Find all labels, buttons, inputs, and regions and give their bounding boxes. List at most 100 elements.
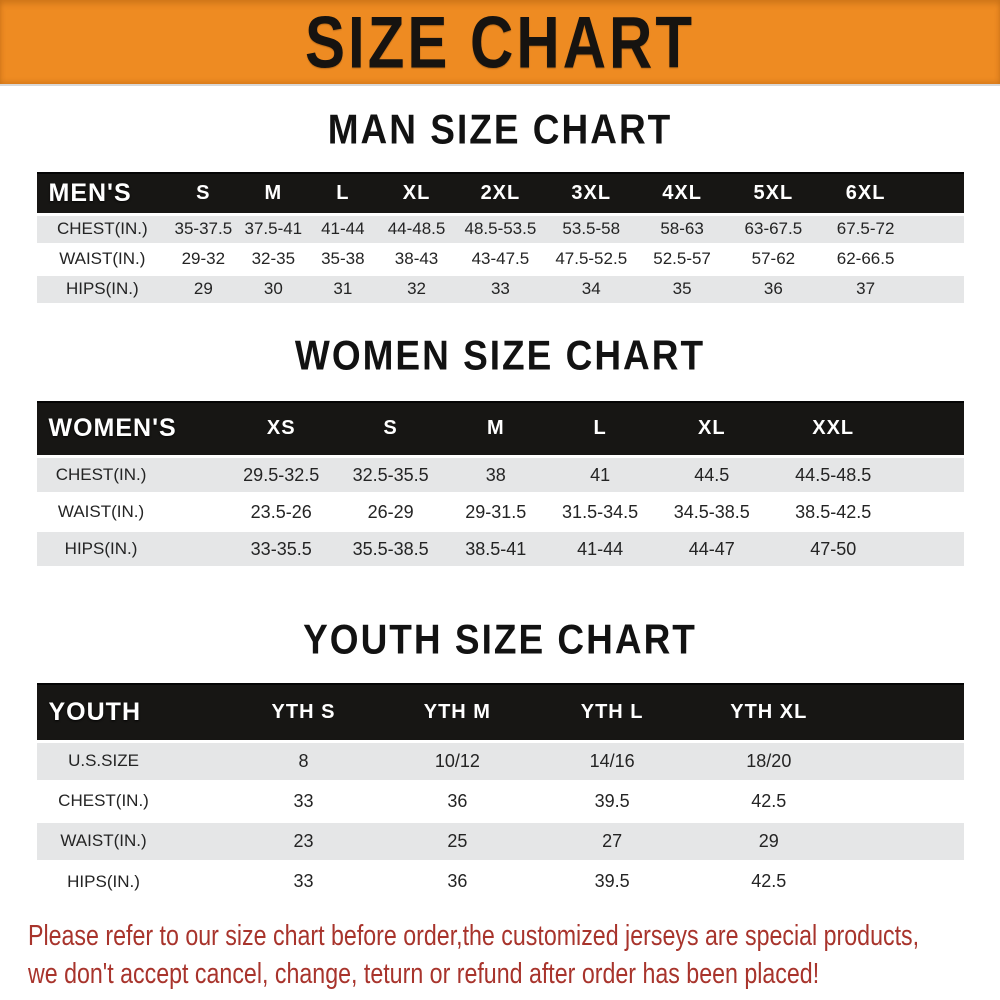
table-cell: 32.5-35.5: [336, 455, 445, 495]
table-cell: 44-48.5: [377, 212, 456, 246]
table-cell: 47.5-52.5: [545, 244, 638, 274]
table-cell: 29: [690, 819, 848, 863]
table-cell: 29-32: [168, 244, 239, 274]
table-cell: 26-29: [336, 493, 445, 531]
women-size-table-slot: WOMEN'S XS S M L XL XXL CHEST(IN.) 29.5-32.5 32.5…: [0, 400, 1000, 569]
table-cell: 27: [534, 819, 691, 863]
row-spacer: [895, 529, 964, 569]
youth-section-title: YOUTH SIZE CHART: [303, 616, 697, 663]
table-cell: 35-38: [308, 244, 378, 274]
column-header: XXL: [770, 400, 896, 458]
table-cell: 29: [168, 272, 239, 306]
table-cell: 23.5-26: [225, 493, 337, 531]
column-header: L: [308, 172, 378, 215]
section-women: WOMEN SIZE CHART WOMEN'S XS S M L XL XXL CHEST(…: [0, 333, 1000, 569]
column-header: XS: [225, 400, 337, 458]
table-header-label: MEN'S: [36, 172, 169, 215]
row-label: WAIST(IN.): [36, 819, 227, 863]
table-cell: 41-44: [547, 529, 653, 569]
column-header: 6XL: [819, 172, 912, 215]
table-cell: 32: [377, 272, 456, 306]
column-header: 2XL: [455, 172, 546, 215]
table-cell: 57-62: [727, 244, 820, 274]
table-header-row: WOMEN'S XS S M L XL XXL: [36, 400, 964, 458]
column-header: L: [547, 400, 653, 458]
column-header: XL: [652, 400, 771, 458]
disclaimer-line-1: Please refer to our size chart before or…: [28, 920, 920, 952]
table-cell: 38.5-41: [444, 529, 548, 569]
table-cell: 62-66.5: [819, 244, 912, 274]
table-cell: 35-37.5: [168, 212, 239, 246]
table-cell: 39.5: [534, 781, 691, 821]
table-row: U.S.SIZE 8 10/12 14/16 18/20: [36, 739, 964, 783]
table-cell: 42.5: [690, 861, 848, 901]
column-header: S: [336, 400, 445, 458]
column-header: XL: [377, 172, 456, 215]
row-spacer: [847, 739, 964, 783]
row-spacer: [847, 819, 964, 863]
row-label: CHEST(IN.): [36, 781, 227, 821]
row-label: WAIST(IN.): [36, 244, 169, 274]
table-cell: 47-50: [770, 529, 896, 569]
table-header-row: YOUTH YTH S YTH M YTH L YTH XL: [36, 683, 964, 742]
table-cell: 58-63: [637, 212, 728, 246]
table-row: CHEST(IN.) 35-37.5 37.5-41 41-44 44-48.5 48.5…: [36, 212, 964, 246]
table-cell: 39.5: [534, 861, 691, 901]
table-cell: 41-44: [308, 212, 378, 246]
table-cell: 25: [380, 819, 535, 863]
column-header: 4XL: [637, 172, 728, 215]
table-cell: 41: [547, 455, 653, 495]
column-header: YTH XL: [690, 683, 848, 742]
section-youth: YOUTH SIZE CHART YOUTH YTH S YTH M YTH L YTH…: [0, 616, 1000, 901]
row-spacer: [911, 212, 964, 246]
row-label: WAIST(IN.): [36, 493, 226, 531]
table-cell: 33: [226, 861, 381, 901]
table-cell: 29-31.5: [444, 493, 548, 531]
table-row: HIPS(IN.) 33 36 39.5 42.5: [36, 861, 964, 901]
table-cell: 67.5-72: [819, 212, 912, 246]
table-row: HIPS(IN.) 33-35.5 35.5-38.5 38.5-41 41-44 44-…: [36, 529, 964, 569]
table-header-label: YOUTH: [36, 683, 227, 742]
table-cell: 38: [444, 455, 548, 495]
table-row: WAIST(IN.) 29-32 32-35 35-38 38-43 43-47.5 47.…: [36, 244, 964, 274]
table-cell: 38-43: [377, 244, 456, 274]
table-cell: 44.5: [652, 455, 771, 495]
row-spacer: [847, 861, 964, 901]
row-spacer: [911, 244, 964, 274]
column-header: 3XL: [545, 172, 638, 215]
row-spacer: [895, 493, 964, 531]
table-cell: 38.5-42.5: [770, 493, 896, 531]
table-cell: 10/12: [380, 739, 535, 783]
row-spacer: [895, 455, 964, 495]
table-header-row: MEN'S S M L XL 2XL 3XL 4XL 5XL 6XL: [36, 172, 964, 215]
youth-size-table-slot: YOUTH YTH S YTH M YTH L YTH XL U.S.SIZE 8 10/12…: [0, 683, 1000, 901]
table-row: CHEST(IN.) 33 36 39.5 42.5: [36, 781, 964, 821]
section-men: MAN SIZE CHART MEN'S S M L XL 2XL 3XL 4XL 5XL 6XL…: [0, 107, 1000, 306]
table-cell: 30: [238, 272, 309, 306]
row-label: U.S.SIZE: [36, 739, 227, 783]
table-cell: 63-67.5: [727, 212, 820, 246]
table-cell: 14/16: [534, 739, 691, 783]
table-cell: 8: [226, 739, 381, 783]
table-row: HIPS(IN.) 29 30 31 32 33 34 35 36 37: [36, 272, 964, 306]
table-cell: 48.5-53.5: [455, 212, 546, 246]
disclaimer-line-2: we don't accept cancel, change, teturn o…: [28, 958, 820, 990]
size-table: YOUTH YTH S YTH M YTH L YTH XL U.S.SIZE 8 10/12…: [36, 683, 964, 901]
table-row: WAIST(IN.) 23 25 27 29: [36, 819, 964, 863]
row-spacer: [847, 781, 964, 821]
banner: SIZE CHART: [0, 0, 1000, 86]
header-spacer: [895, 400, 964, 458]
table-cell: 34: [545, 272, 638, 306]
table-cell: 35: [637, 272, 728, 306]
row-label: HIPS(IN.): [36, 272, 169, 306]
table-cell: 32-35: [238, 244, 309, 274]
column-header: YTH M: [380, 683, 535, 742]
disclaimer: Please refer to our size chart before or…: [28, 917, 972, 993]
table-row: CHEST(IN.) 29.5-32.5 32.5-35.5 38 41 44.5 44.5…: [36, 455, 964, 495]
table-cell: 34.5-38.5: [652, 493, 771, 531]
column-header: 5XL: [727, 172, 820, 215]
table-cell: 44.5-48.5: [770, 455, 896, 495]
column-header: M: [444, 400, 548, 458]
column-header: S: [168, 172, 239, 215]
